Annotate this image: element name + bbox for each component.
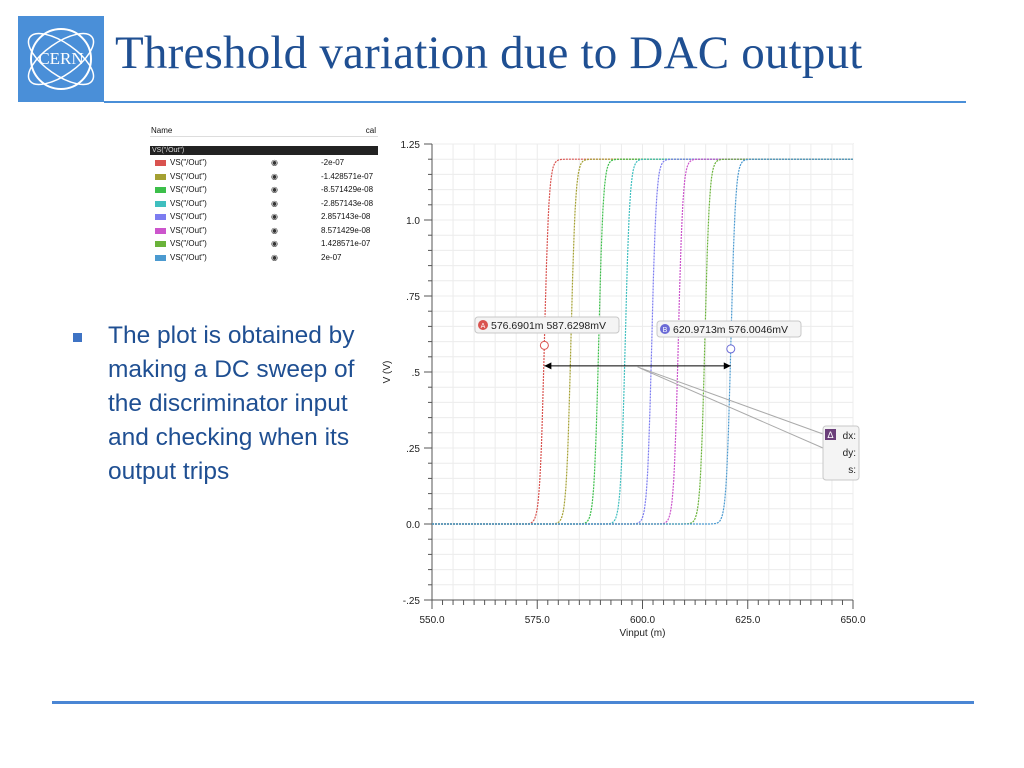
marker-label: 620.9713m 576.0046mV	[673, 324, 788, 336]
cern-logo-graphic: CERN	[27, 28, 95, 90]
legend-color-swatch	[155, 254, 166, 261]
legend-row[interactable]: VS("/Out") ◉ 8.571429e-08	[150, 226, 378, 239]
marker-id: A	[481, 323, 486, 330]
bullet-icon	[73, 333, 82, 342]
y-tick-label: -.25	[403, 596, 421, 607]
visibility-eye-icon[interactable]: ◉	[271, 185, 278, 194]
legend-color-swatch	[155, 173, 166, 180]
delta-info-line: dx:	[843, 431, 856, 442]
delta-arrow-head-left	[544, 362, 552, 370]
x-tick-label: 600.0	[630, 615, 655, 626]
legend-row-value: -1.428571e-07	[321, 171, 374, 181]
threshold-chart: 550.0 575.0 600.0 625.0 650.0 1.25 1.0 .75 .5 .25…	[382, 140, 866, 639]
footer-divider	[52, 701, 974, 704]
delta-arrow-head-right	[723, 362, 731, 370]
legend-row-name: VS("/Out")	[170, 239, 207, 248]
legend-selected-row[interactable]: VS("/Out")	[150, 146, 378, 155]
cern-logo: CERN	[18, 16, 104, 102]
legend-row[interactable]: VS("/Out") ◉ 1.428571e-07	[150, 239, 378, 252]
legend-color-swatch	[155, 160, 166, 166]
legend-color-swatch	[155, 200, 166, 207]
y-tick-label: 1.0	[406, 216, 420, 227]
delta-info-line: dy:	[843, 448, 856, 459]
legend-row-value: 8.571429e-08	[321, 225, 371, 235]
delta-icon-bg	[825, 429, 836, 440]
x-tick-label: 550.0	[419, 615, 444, 626]
x-tick-label: 625.0	[735, 615, 760, 626]
marker-label-box	[656, 320, 802, 338]
legend-row[interactable]: VS("/Out") ◉ 2e-07	[150, 253, 378, 266]
legend-row[interactable]: VS("/Out") ◉ -2.857143e-08	[150, 199, 378, 212]
visibility-eye-icon[interactable]: ◉	[271, 239, 278, 248]
legend-row-name: VS("/Out")	[170, 212, 207, 221]
legend-row[interactable]: VS("/Out") ◉ 2.857143e-08	[150, 212, 378, 225]
legend-color-swatch	[155, 227, 166, 234]
y-tick-label: .75	[406, 292, 420, 303]
legend-row-name: VS("/Out")	[170, 198, 207, 208]
marker-point-a	[539, 340, 549, 350]
legend-row-name: VS("/Out")	[170, 185, 207, 194]
legend-row-value: -2.857143e-08	[321, 198, 374, 208]
legend-row-value: 2e-07	[321, 252, 342, 262]
delta-leader-line	[637, 366, 824, 435]
x-tick-label: 575.0	[525, 615, 550, 626]
series-line-8	[432, 158, 853, 525]
marker-badge-b	[660, 324, 670, 334]
legend-row-value: 2.857143e-08	[321, 212, 371, 221]
bullet-text: The plot is obtained by making a DC swee…	[108, 322, 355, 485]
visibility-eye-icon[interactable]: ◉	[271, 158, 278, 167]
marker-badge-a	[478, 320, 488, 330]
visibility-eye-icon[interactable]: ◉	[271, 225, 278, 235]
visibility-eye-icon[interactable]: ◉	[271, 171, 278, 181]
delta-icon: Δ	[827, 431, 834, 441]
y-tick-label: .25	[406, 444, 420, 455]
legend-row-value: -2e-07	[321, 158, 345, 167]
legend-row[interactable]: VS("/Out") ◉ -1.428571e-07	[150, 172, 378, 185]
legend-row-name: VS("/Out")	[170, 158, 207, 167]
legend-row[interactable]: VS("/Out") ◉ -8.571429e-08	[150, 185, 378, 198]
y-tick-label: 1.25	[401, 140, 421, 151]
visibility-eye-icon[interactable]: ◉	[271, 252, 278, 262]
legend-color-swatch	[155, 187, 166, 193]
legend-row[interactable]: VS("/Out") ◉ -2e-07	[150, 158, 378, 171]
marker-id: B	[663, 327, 668, 334]
legend-row-value: 1.428571e-07	[321, 239, 371, 248]
legend-row-name: VS("/Out")	[170, 252, 207, 262]
x-axis-label: Vinput (m)	[620, 628, 666, 639]
delta-info-line: s:	[848, 465, 856, 476]
x-tick-label: 650.0	[840, 615, 865, 626]
legend-color-swatch	[155, 241, 166, 247]
legend-row-name: VS("/Out")	[170, 225, 207, 235]
y-tick-label: .5	[412, 368, 421, 379]
y-tick-label: 0.0	[406, 520, 420, 531]
legend-header-name: Name	[151, 126, 173, 135]
legend-row-name: VS("/Out")	[170, 171, 207, 181]
legend-header-cal: cal	[365, 126, 376, 135]
marker-point-b	[726, 344, 736, 354]
marker-label-box	[474, 316, 620, 334]
legend-color-swatch	[155, 214, 166, 220]
title-divider	[104, 101, 966, 103]
legend-row-value: -8.571429e-08	[321, 185, 374, 194]
logo-text: CERN	[38, 49, 83, 68]
delta-leader-line	[639, 367, 824, 449]
visibility-eye-icon[interactable]: ◉	[271, 212, 278, 221]
waveform-legend-panel: Name cal VS("/Out") VS("/Out") ◉ -2e-07 VS(…	[150, 124, 378, 266]
legend-header: Name cal	[150, 124, 378, 137]
visibility-eye-icon[interactable]: ◉	[271, 198, 278, 208]
slide-title: Threshold variation due to DAC output	[115, 27, 863, 79]
marker-label: 576.6901m 587.6298mV	[491, 320, 606, 332]
y-axis-label: V (V)	[382, 361, 393, 384]
